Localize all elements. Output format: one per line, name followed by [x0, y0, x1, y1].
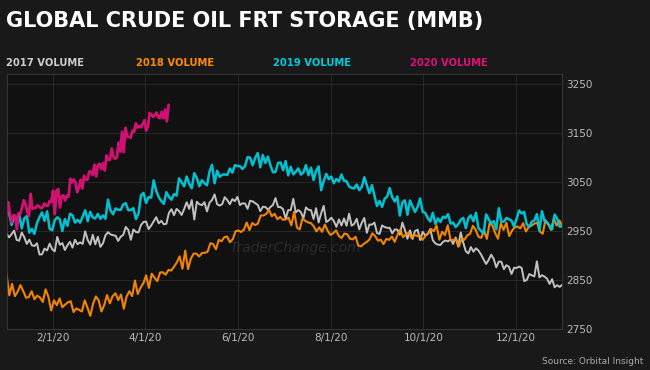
Text: TraderChange.com: TraderChange.com	[229, 240, 361, 255]
Text: 2017 VOLUME: 2017 VOLUME	[6, 58, 84, 68]
Text: GLOBAL CRUDE OIL FRT STORAGE (MMB): GLOBAL CRUDE OIL FRT STORAGE (MMB)	[6, 11, 484, 31]
Text: 2019 VOLUME: 2019 VOLUME	[273, 58, 351, 68]
Text: 2020 VOLUME: 2020 VOLUME	[410, 58, 488, 68]
Text: 2018 VOLUME: 2018 VOLUME	[136, 58, 214, 68]
Text: Source: Orbital Insight: Source: Orbital Insight	[542, 357, 644, 366]
